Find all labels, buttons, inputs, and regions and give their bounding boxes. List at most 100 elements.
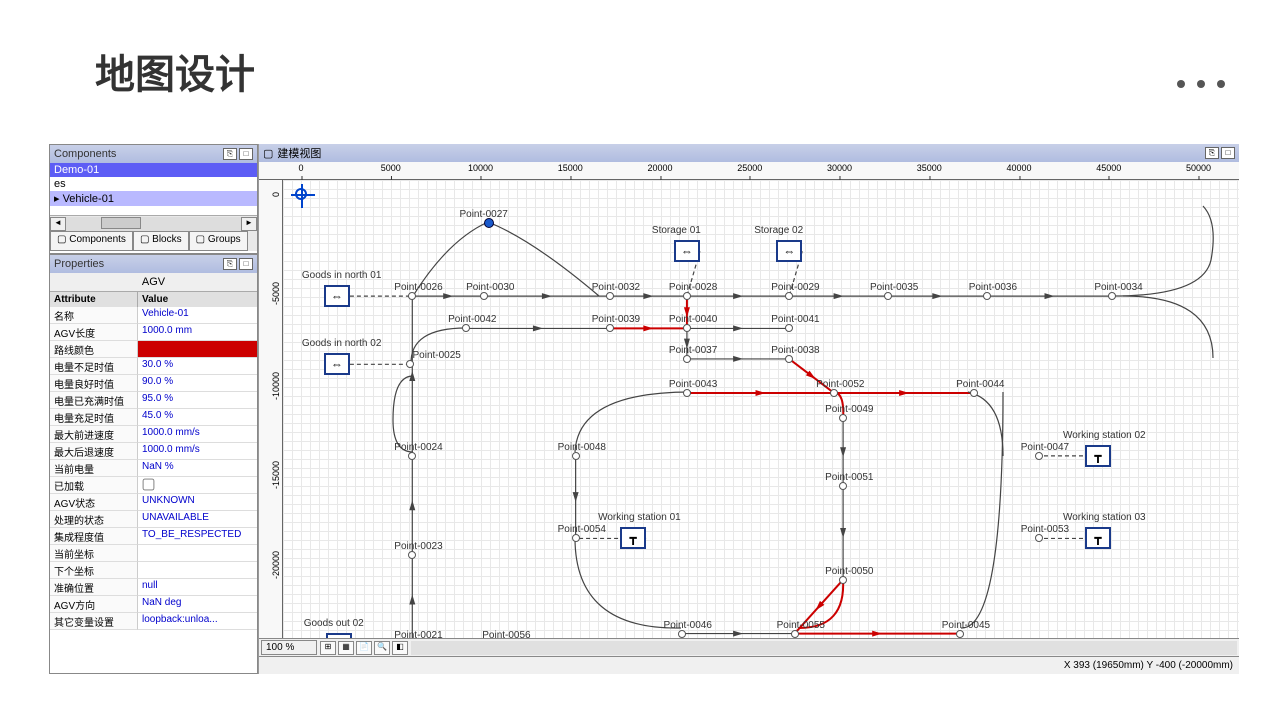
point-label: Point-0050 [825, 566, 873, 577]
components-list[interactable]: Demo-01es▸ Vehicle-01 [50, 163, 257, 215]
tool-btn-4[interactable]: 🔍 [374, 641, 390, 655]
map-canvas[interactable]: Point-0027Point-0026Point-0030Point-0032… [283, 180, 1239, 638]
zoom-field[interactable]: 100 % [261, 640, 317, 655]
map-point[interactable] [791, 630, 799, 638]
canvas-title: 建模视图 [277, 145, 321, 161]
map-point[interactable] [606, 324, 614, 332]
map-point[interactable] [839, 576, 847, 584]
property-row[interactable]: 已加载 [50, 477, 257, 494]
property-row[interactable]: AGV长度1000.0 mm [50, 324, 257, 341]
map-point[interactable] [785, 324, 793, 332]
property-row[interactable]: 电量已充满时值95.0 % [50, 392, 257, 409]
location-box[interactable]: ⇔ [324, 353, 350, 375]
location-box[interactable]: ⇔ [674, 240, 700, 262]
location-box[interactable]: ┳ [1085, 445, 1111, 467]
property-row[interactable]: 下个坐标 [50, 562, 257, 579]
map-point[interactable] [683, 389, 691, 397]
detach-icon[interactable]: ⎘ [223, 148, 237, 160]
canvas-header[interactable]: ▢ 建模视图 ⎘ □ [259, 144, 1239, 162]
map-point[interactable] [683, 355, 691, 363]
properties-title: Properties [54, 258, 104, 270]
map-point[interactable] [406, 360, 414, 368]
maximize-icon[interactable]: □ [239, 148, 253, 160]
point-label: Point-0047 [1021, 442, 1069, 453]
location-box[interactable]: ⇔ [776, 240, 802, 262]
scroll-right[interactable]: ► [241, 217, 257, 231]
checkbox[interactable] [143, 479, 155, 491]
map-point[interactable] [606, 292, 614, 300]
map-point[interactable] [408, 292, 416, 300]
tab-components[interactable]: ▢ Components [50, 231, 133, 251]
property-row[interactable]: 其它变量设置loopback:unloa... [50, 613, 257, 630]
point-label: Point-0021 [394, 630, 442, 638]
point-label: Point-0027 [459, 209, 507, 220]
map-point[interactable] [678, 630, 686, 638]
property-row[interactable]: 准确位置null [50, 579, 257, 596]
point-label: Point-0028 [669, 282, 717, 293]
tool-btn-1[interactable]: ⊞ [320, 641, 336, 655]
components-header[interactable]: Components ⎘ □ [50, 145, 257, 163]
maximize-icon[interactable]: □ [1221, 147, 1235, 159]
map-point[interactable] [956, 630, 964, 638]
canvas-hscroll[interactable] [411, 641, 1237, 655]
property-row[interactable]: 处理的状态UNAVAILABLE [50, 511, 257, 528]
property-row[interactable]: AGV方向NaN deg [50, 596, 257, 613]
page-title: 地图设计 [95, 42, 255, 100]
tab-blocks[interactable]: ▢ Blocks [133, 231, 189, 251]
location-label: Goods out 02 [304, 618, 364, 629]
canvas-bottom-bar: 100 % ⊞ ▦ 📄 🔍 ◧ [259, 638, 1239, 656]
map-point[interactable] [839, 482, 847, 490]
status-bar: X 393 (19650mm) Y -400 (-20000mm) [259, 656, 1239, 674]
properties-table: 名称Vehicle-01AGV长度1000.0 mm路线颜色电量不足时值30.0… [50, 307, 257, 673]
map-point[interactable] [1108, 292, 1116, 300]
property-row[interactable]: 路线颜色 [50, 341, 257, 358]
map-point[interactable] [462, 324, 470, 332]
map-point[interactable] [785, 292, 793, 300]
tool-btn-3[interactable]: 📄 [356, 641, 372, 655]
location-box[interactable]: ⇔ [324, 285, 350, 307]
detach-icon[interactable]: ⎘ [1205, 147, 1219, 159]
map-point[interactable] [839, 414, 847, 422]
map-point[interactable] [572, 534, 580, 542]
location-label: Goods in north 01 [302, 270, 382, 281]
tool-btn-5[interactable]: ◧ [392, 641, 408, 655]
map-point[interactable] [683, 292, 691, 300]
map-point[interactable] [830, 389, 838, 397]
component-item[interactable]: es [50, 177, 257, 191]
map-point[interactable] [785, 355, 793, 363]
property-row[interactable]: 最大后退速度1000.0 mm/s [50, 443, 257, 460]
property-row[interactable]: 最大前进速度1000.0 mm/s [50, 426, 257, 443]
tool-btn-2[interactable]: ▦ [338, 641, 354, 655]
map-point[interactable] [1035, 452, 1043, 460]
point-label: Point-0052 [816, 379, 864, 390]
map-point[interactable] [683, 324, 691, 332]
property-row[interactable]: AGV状态UNKNOWN [50, 494, 257, 511]
tab-groups[interactable]: ▢ Groups [189, 231, 248, 251]
property-row[interactable]: 电量良好时值90.0 % [50, 375, 257, 392]
location-box[interactable]: ┳ [1085, 527, 1111, 549]
property-row[interactable]: 电量不足时值30.0 % [50, 358, 257, 375]
property-row[interactable]: 集成程度值TO_BE_RESPECTED [50, 528, 257, 545]
component-item[interactable]: ▸ Vehicle-01 [50, 191, 257, 206]
map-point[interactable] [1035, 534, 1043, 542]
maximize-icon[interactable]: □ [239, 258, 253, 270]
property-row[interactable]: 当前坐标 [50, 545, 257, 562]
property-row[interactable]: 当前电量NaN % [50, 460, 257, 477]
map-point[interactable] [983, 292, 991, 300]
components-scroll[interactable]: ◄ ► [50, 215, 257, 231]
map-point[interactable] [884, 292, 892, 300]
location-box[interactable]: ⇔ [326, 633, 352, 638]
map-point[interactable] [480, 292, 488, 300]
property-row[interactable]: 电量充足时值45.0 % [50, 409, 257, 426]
scroll-left[interactable]: ◄ [50, 217, 66, 231]
location-box[interactable]: ┳ [620, 527, 646, 549]
component-item[interactable]: Demo-01 [50, 163, 257, 177]
detach-icon[interactable]: ⎘ [223, 258, 237, 270]
map-point[interactable] [572, 452, 580, 460]
map-point[interactable] [408, 551, 416, 559]
location-label: Working station 02 [1063, 430, 1146, 441]
map-point[interactable] [408, 452, 416, 460]
properties-header[interactable]: Properties ⎘ □ [50, 255, 257, 273]
property-row[interactable]: 名称Vehicle-01 [50, 307, 257, 324]
map-point[interactable] [970, 389, 978, 397]
